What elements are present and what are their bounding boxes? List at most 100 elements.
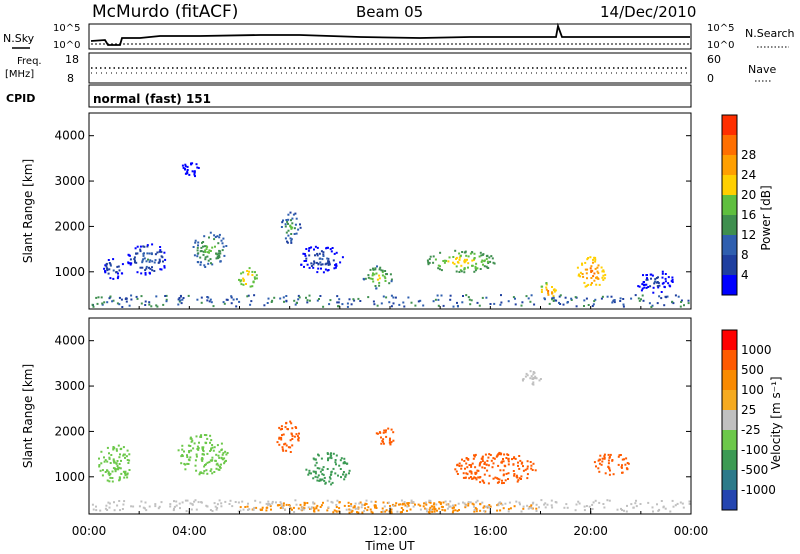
data-cell — [590, 283, 592, 286]
data-cell — [165, 298, 168, 301]
data-cell — [241, 500, 244, 503]
data-cell — [290, 432, 293, 435]
data-cell — [207, 251, 209, 254]
data-cell — [535, 507, 538, 510]
data-cell — [396, 510, 399, 513]
data-cell — [303, 504, 306, 507]
data-cell — [372, 272, 374, 275]
data-cell — [281, 221, 284, 224]
data-cell — [291, 222, 294, 225]
data-cell — [601, 276, 604, 279]
data-cell — [388, 301, 391, 304]
data-cell — [194, 459, 197, 462]
data-cell — [203, 245, 206, 248]
data-cell — [404, 504, 407, 507]
data-cell — [119, 448, 122, 451]
data-cell — [531, 469, 534, 471]
data-cell — [481, 253, 484, 256]
data-cell — [267, 503, 270, 506]
data-cell — [237, 501, 240, 504]
data-cell — [661, 270, 664, 273]
data-cell — [601, 460, 604, 463]
colorbar-band — [722, 155, 737, 175]
data-cell — [221, 242, 224, 245]
data-cell — [378, 277, 381, 280]
data-cell — [471, 264, 473, 267]
data-cell — [529, 506, 532, 509]
data-cell — [496, 509, 499, 512]
data-cell — [601, 457, 604, 460]
colorbar-tick-label: -25 — [741, 423, 761, 437]
data-cell — [92, 508, 95, 511]
data-cell — [337, 474, 339, 477]
data-cell — [251, 285, 254, 288]
data-cell — [651, 274, 654, 277]
data-cell — [335, 263, 338, 266]
data-cell — [650, 273, 653, 276]
data-cell — [213, 502, 216, 505]
data-cell — [652, 286, 655, 289]
data-cell — [118, 477, 121, 480]
data-cell — [369, 277, 372, 280]
data-cell — [108, 502, 111, 505]
data-cell — [520, 462, 523, 465]
data-cell — [289, 420, 292, 423]
data-cell — [327, 263, 330, 266]
data-cell — [656, 285, 659, 288]
data-cell — [293, 511, 296, 513]
data-cell — [602, 274, 605, 277]
data-cell — [483, 463, 486, 465]
data-cell — [211, 444, 214, 446]
data-cell — [186, 454, 188, 457]
data-cell — [112, 459, 115, 462]
nave-tick-top: 60 — [707, 53, 721, 66]
data-cell — [452, 305, 455, 308]
data-cell — [428, 258, 431, 261]
data-cell — [597, 264, 600, 267]
data-cell — [209, 441, 211, 444]
data-cell — [327, 257, 330, 260]
data-cell — [502, 458, 504, 460]
colorbar-frame — [721, 114, 738, 296]
data-cell — [538, 506, 540, 509]
data-cell — [454, 249, 457, 252]
data-cell — [667, 282, 670, 285]
data-cell — [488, 474, 491, 477]
data-cell — [279, 428, 282, 431]
data-cell — [407, 502, 410, 505]
data-cell — [305, 259, 308, 262]
data-cell — [314, 464, 317, 467]
data-cell — [610, 295, 613, 298]
data-cell — [462, 501, 464, 504]
data-cell — [354, 502, 357, 505]
data-cell — [530, 504, 533, 507]
data-cell — [527, 297, 530, 300]
data-cell — [279, 297, 282, 300]
data-cell — [208, 300, 211, 303]
data-cell — [402, 508, 405, 511]
data-cell — [409, 508, 412, 511]
data-cell — [467, 255, 470, 258]
data-cell — [209, 258, 212, 261]
data-cell — [598, 283, 601, 286]
data-cell — [294, 223, 297, 226]
data-cell — [534, 469, 537, 472]
data-cell — [662, 506, 665, 509]
data-cell — [115, 448, 118, 451]
data-cell — [524, 468, 527, 471]
data-cell — [676, 502, 679, 505]
data-cell — [410, 501, 413, 504]
data-cell — [214, 236, 217, 238]
data-cell — [428, 261, 431, 264]
data-cell — [106, 509, 109, 511]
data-cell — [602, 278, 605, 281]
data-cell — [169, 503, 172, 506]
data-cell — [512, 470, 515, 472]
power-colorbar-label: Power [dB] — [759, 185, 773, 250]
data-cell — [119, 453, 121, 456]
data-cell — [314, 458, 317, 461]
velocity-y-axis-label: Slant Range [km] — [21, 364, 35, 468]
data-cell — [414, 503, 416, 506]
data-cell — [128, 304, 131, 307]
data-cell — [551, 297, 554, 300]
